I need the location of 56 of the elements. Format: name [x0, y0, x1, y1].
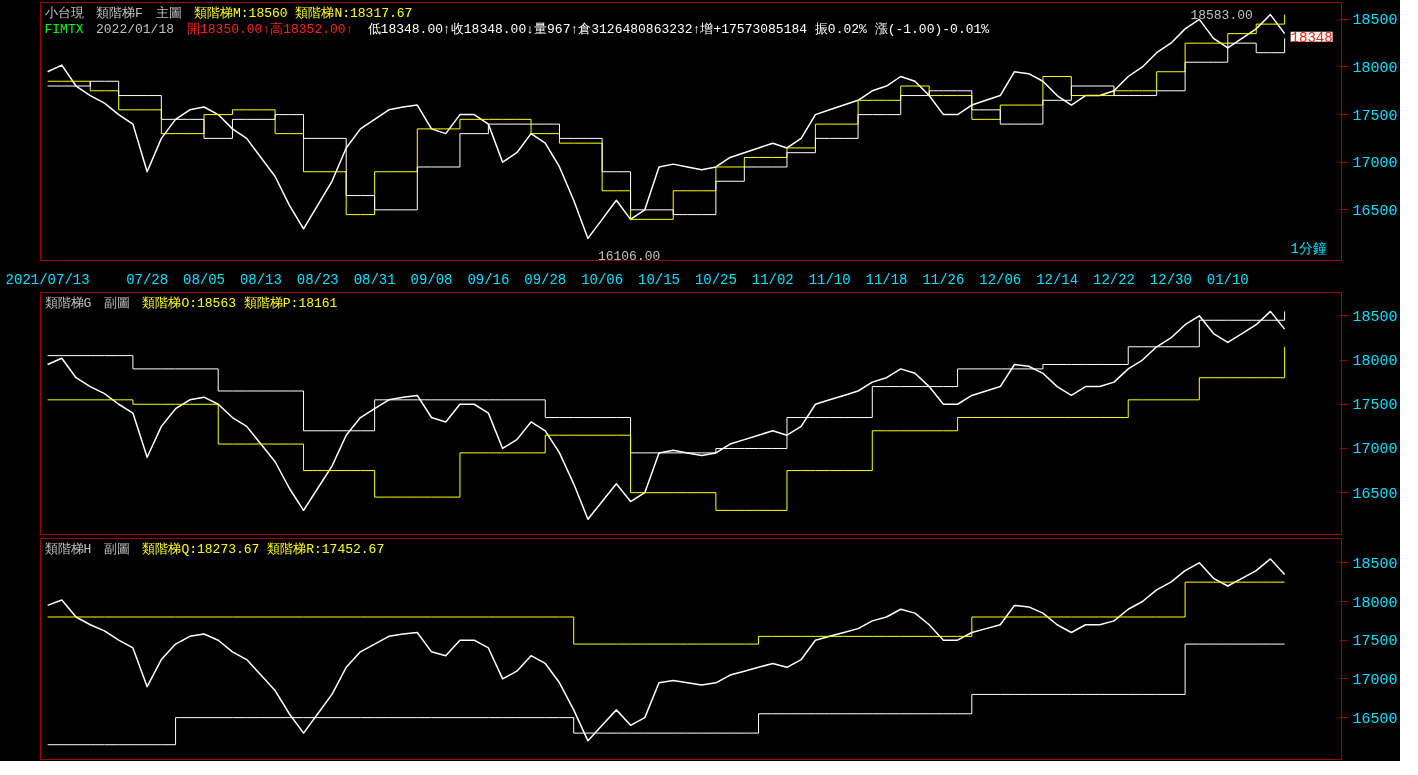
annotation: 開18350.00↑高18352.00↑ [187, 20, 354, 37]
annotation: 類階梯M:18560 類階梯N:18317.67 [194, 5, 413, 21]
x-tick-label: 09/08 [410, 271, 453, 288]
x-tick-label: 10/15 [638, 271, 681, 288]
annotation: 主圖 [155, 4, 182, 21]
x-tick-label: 08/31 [353, 271, 396, 288]
annotation: FIMTX [44, 21, 84, 37]
y-tick-label: 18000 [1352, 594, 1398, 612]
x-tick-label: 01/10 [1206, 271, 1249, 288]
annotation: 副圖 [104, 541, 130, 557]
x-tick-label: 11/02 [751, 271, 794, 288]
x-tick-label: 09/16 [467, 271, 510, 288]
annotation: 類階梯O:18563 類階梯P:18161 [142, 295, 338, 311]
chart-subtitle: 類階梯F [96, 5, 143, 21]
x-tick-label: 2021/07/13 [5, 271, 90, 288]
x-tick-label: 08/05 [183, 271, 226, 288]
y-tick-label: 18000 [1352, 59, 1398, 77]
annotation: 低18348.00↑收18348.00↓量967↑倉3126480863232↑增+17573085184 振0.02% 漲(-1.00)-0.01% [367, 21, 990, 37]
y-tick-label: 17000 [1352, 155, 1398, 173]
x-tick-label: 11/26 [922, 271, 965, 288]
annotation: 2022/01/18 [96, 21, 175, 37]
line-series [46, 310, 1286, 520]
chart-title: 小台現 [44, 5, 84, 21]
x-tick-label: 08/13 [239, 271, 282, 288]
y-tick-label: 17000 [1352, 441, 1398, 459]
x-tick-label: 11/18 [865, 271, 908, 288]
x-tick-label: 10/25 [694, 271, 737, 288]
y-tick-label: 18500 [1352, 555, 1398, 573]
chart-title: 類階梯G [44, 295, 92, 311]
annotation: 副圖 [104, 295, 130, 311]
x-tick-label: 08/23 [296, 271, 339, 288]
y-tick-label: 17500 [1352, 633, 1398, 651]
annotation: 類階梯Q:18273.67 類階梯R:17452.67 [142, 541, 385, 557]
y-tick-label: 16500 [1352, 710, 1398, 728]
x-tick-label: 12/30 [1149, 271, 1192, 288]
x-tick-label: 11/10 [808, 271, 851, 288]
chart-title: 類階梯H [44, 541, 92, 557]
x-tick-label: 12/14 [1036, 271, 1079, 288]
x-tick-label: 10/06 [581, 271, 624, 288]
annotation: 1分鐘 [1290, 240, 1327, 257]
y-tick-label: 18000 [1352, 353, 1398, 371]
line-series [46, 558, 1286, 742]
y-tick-label: 17000 [1352, 671, 1398, 689]
annotation: 18348 [1290, 29, 1333, 46]
y-tick-label: 18500 [1352, 308, 1398, 326]
y-tick-label: 16500 [1352, 485, 1398, 503]
x-tick-label: 12/06 [979, 271, 1022, 288]
x-tick-label: 12/22 [1093, 271, 1136, 288]
x-tick-label: 09/28 [524, 271, 567, 288]
annotation: 16106.00 [597, 249, 661, 265]
y-tick-label: 16500 [1352, 202, 1398, 220]
annotation: 18583.00 [1190, 7, 1253, 23]
y-tick-label: 17500 [1352, 107, 1398, 125]
y-tick-label: 18500 [1352, 12, 1398, 30]
y-tick-label: 17500 [1352, 397, 1398, 415]
x-tick-label: 07/28 [126, 271, 169, 288]
